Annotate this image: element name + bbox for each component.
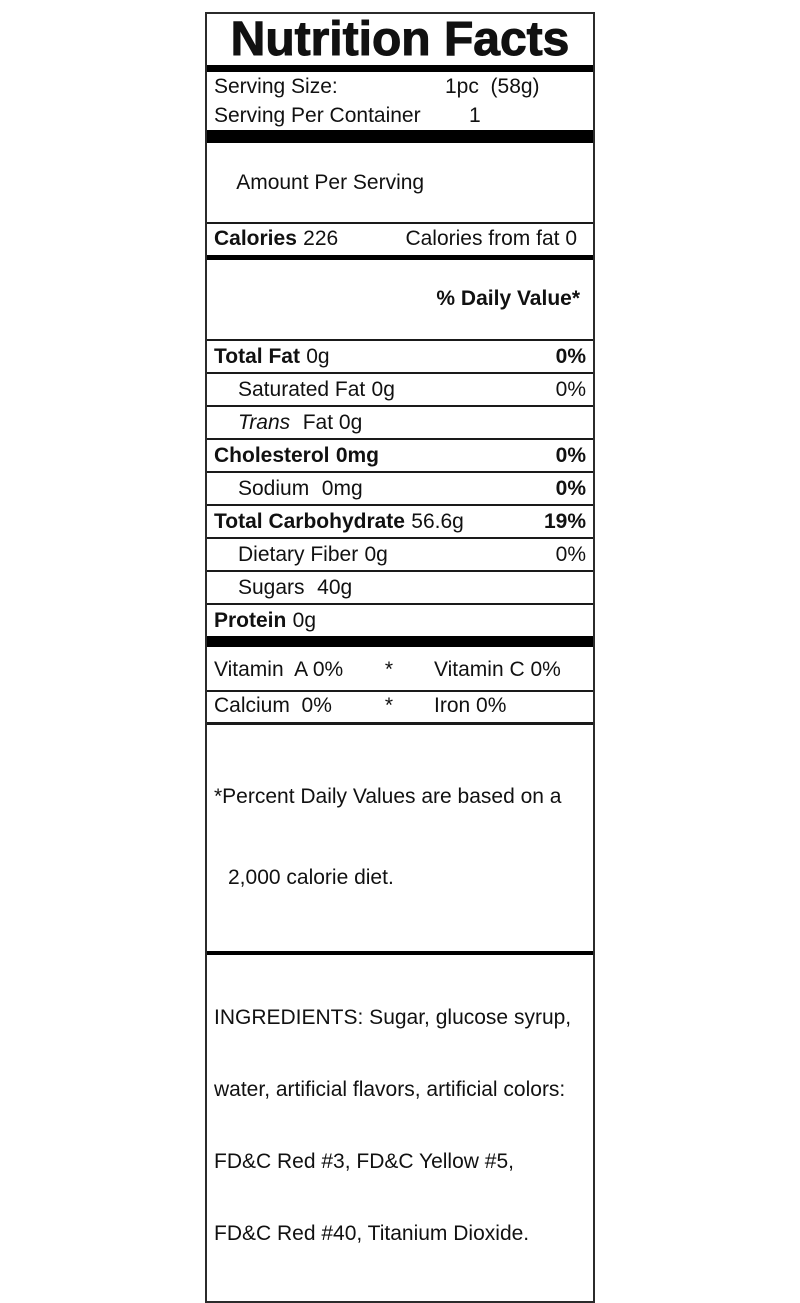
nutrient-row-cholesterol: Cholesterol 0mg 0%: [207, 440, 593, 473]
footnote-line-2: 2,000 calorie diet.: [228, 866, 394, 889]
calories-label: Calories: [214, 227, 297, 250]
amount-per-serving-label: Amount Per Serving: [236, 171, 425, 194]
nutrient-amount: 0g: [306, 345, 330, 368]
serving-per-container-value: 1: [469, 104, 481, 127]
asterisk-separator: *: [384, 658, 394, 681]
vitamin-a-value: Vitamin A 0%: [214, 658, 344, 681]
nutrient-row-protein: Protein 0g: [207, 605, 593, 636]
serving-per-container-row: Serving Per Container 1: [207, 101, 593, 130]
nutrient-row-sodium: Sodium 0mg 0%: [207, 473, 593, 506]
footnote-line-1: *Percent Daily Values are based on a: [214, 785, 562, 808]
amount-per-serving-row: Amount Per Serving: [207, 143, 593, 224]
daily-value-footnote: *Percent Daily Values are based on a 2,0…: [207, 725, 593, 951]
nutrient-amount: 0mg: [335, 444, 380, 467]
nutrient-amount: 0g: [292, 609, 316, 632]
nutrient-name: Trans: [238, 411, 291, 434]
calories-value-group: Calories 226: [214, 227, 338, 251]
nutrient-name: Dietary Fiber: [238, 543, 359, 566]
daily-value-header: % Daily Value*: [436, 287, 580, 310]
section-divider-bar: [207, 130, 593, 143]
calories-row: Calories 226 Calories from fat 0: [207, 224, 593, 255]
nutrient-name: Protein: [214, 609, 287, 632]
iron-value: Iron 0%: [434, 694, 507, 717]
ingredients-line-2: water, artificial flavors, artificial co…: [214, 1078, 566, 1101]
nutrient-amount: 56.6g: [411, 510, 464, 533]
asterisk-separator: *: [384, 694, 394, 717]
nutrient-row-saturated-fat: Saturated Fat 0g 0%: [207, 374, 593, 407]
ingredients-line-3: FD&C Red #3, FD&C Yellow #5,: [214, 1150, 514, 1173]
serving-size-value: 1pc (58g): [445, 75, 540, 98]
ingredients-line-1: INGREDIENTS: Sugar, glucose syrup,: [214, 1006, 572, 1029]
calories-from-fat: Calories from fat 0: [405, 227, 577, 250]
nutrient-name: Sugars: [238, 576, 305, 599]
protein-divider-bar: [207, 636, 593, 647]
vitamin-row: Vitamin A 0% * Vitamin C 0%: [207, 647, 593, 692]
nutrient-name: Cholesterol: [214, 444, 330, 467]
calcium-value: Calcium 0%: [214, 694, 332, 717]
vitamin-c-value: Vitamin C 0%: [434, 658, 561, 681]
nutrient-row-total-fat: Total Fat 0g 0%: [207, 341, 593, 374]
nutrient-name: Total Fat: [214, 345, 300, 368]
nutrient-dv: 19%: [543, 510, 586, 533]
nutrient-amount: 0mg: [321, 477, 363, 500]
nutrient-dv: 0%: [555, 345, 586, 368]
nutrient-name: Total Carbohydrate: [214, 510, 405, 533]
calories-divider-bar: [207, 255, 593, 260]
calcium-iron-row: Calcium 0% * Iron 0%: [207, 692, 593, 725]
serving-size-row: Serving Size: 1pc (58g): [207, 72, 593, 101]
nutrient-amount: 0g: [371, 378, 395, 401]
nutrient-dv: 0%: [555, 543, 586, 566]
nutrient-amount: 40g: [317, 576, 353, 599]
ingredients-line-4: FD&C Red #40, Titanium Dioxide.: [214, 1222, 530, 1245]
nutrient-row-dietary-fiber: Dietary Fiber 0g 0%: [207, 539, 593, 572]
nutrient-dv: 0%: [555, 378, 586, 401]
nutrient-name: Saturated Fat: [238, 378, 366, 401]
nutrient-row-sugars: Sugars 40g: [207, 572, 593, 605]
nutrient-dv: 0%: [555, 444, 586, 467]
serving-per-container-label: Serving Per Container: [214, 104, 421, 127]
ingredients-section: INGREDIENTS: Sugar, glucose syrup, water…: [207, 955, 593, 1301]
nutrient-amount: 0g: [364, 543, 388, 566]
label-title: Nutrition Facts: [230, 13, 570, 66]
nutrient-name: Sodium: [238, 477, 310, 500]
nutrient-amount: Fat 0g: [302, 411, 363, 434]
title-divider-bar: [207, 65, 593, 72]
nutrient-row-trans-fat: Trans Fat 0g: [207, 407, 593, 440]
nutrition-facts-label: Nutrition Facts Serving Size: 1pc (58g) …: [205, 12, 595, 1303]
daily-value-header-row: % Daily Value*: [207, 260, 593, 341]
serving-size-label: Serving Size:: [214, 75, 338, 98]
nutrient-row-total-carbohydrate: Total Carbohydrate 56.6g 19%: [207, 506, 593, 539]
calories-value: 226: [303, 227, 339, 250]
nutrient-dv: 0%: [555, 477, 586, 500]
